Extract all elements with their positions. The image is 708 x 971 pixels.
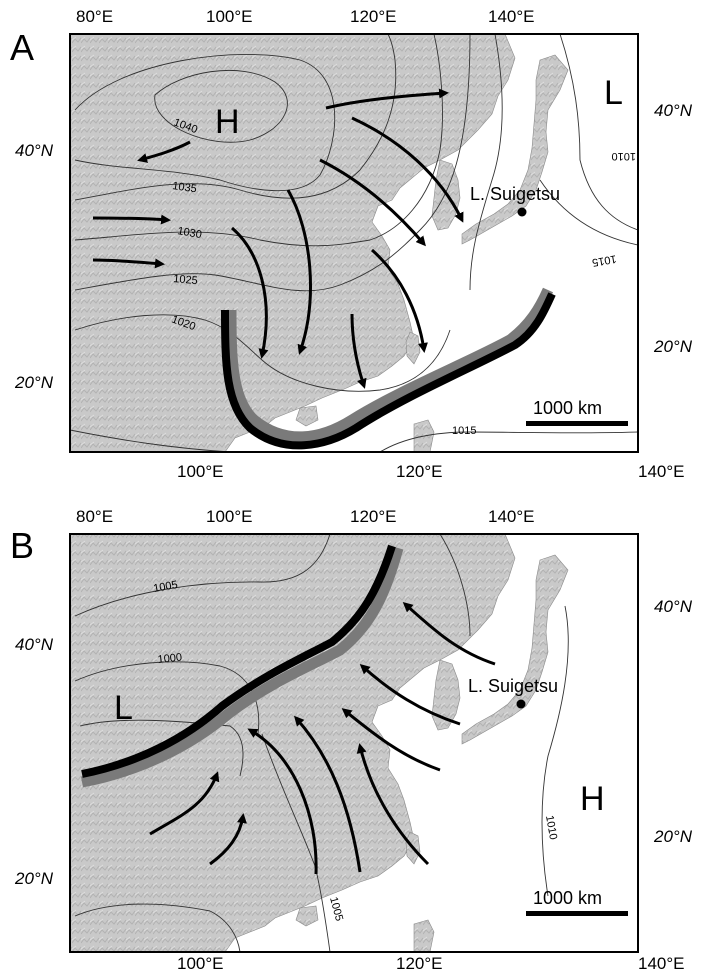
site-label: L. Suigetsu bbox=[468, 676, 558, 696]
front-dark bbox=[81, 544, 396, 778]
wind-arrow bbox=[209, 813, 247, 866]
taiwan bbox=[405, 331, 421, 365]
map-frame bbox=[69, 533, 639, 953]
isobars bbox=[70, 34, 638, 452]
hainan bbox=[295, 905, 319, 927]
bottom-lon-tick: 100°E bbox=[177, 462, 224, 481]
scale-label: 1000 km bbox=[533, 398, 602, 418]
wind-arrow bbox=[286, 189, 312, 355]
isobar-label: 1015 bbox=[591, 252, 617, 268]
top-lon-tick: 140°E bbox=[488, 507, 535, 526]
top-lon-tick: 80°E bbox=[76, 507, 113, 526]
wind-arrow bbox=[294, 715, 362, 873]
top-lon-tick: 120°E bbox=[350, 507, 397, 526]
site-label: L. Suigetsu bbox=[470, 184, 560, 204]
panel-letter: A bbox=[10, 27, 34, 68]
wind-arrows bbox=[92, 88, 464, 389]
site-marker bbox=[517, 207, 527, 217]
front-grey bbox=[225, 287, 554, 443]
right-lat-tick: 40°N bbox=[654, 101, 693, 120]
wind-arrow bbox=[92, 214, 171, 225]
high-pressure-label: H bbox=[580, 780, 605, 818]
scale-bar bbox=[526, 421, 628, 426]
low-pressure-label: L bbox=[604, 74, 623, 112]
panel-a: A 80°E 100°E 120°E 140°E bbox=[0, 0, 708, 485]
wind-arrow bbox=[137, 140, 191, 163]
isobar-label: 1035 bbox=[172, 180, 198, 195]
right-lat-tick: 40°N bbox=[654, 597, 693, 616]
philippines bbox=[413, 919, 435, 952]
wind-arrow bbox=[319, 158, 426, 247]
wind-arrow bbox=[359, 664, 461, 726]
wind-arrow bbox=[231, 226, 269, 359]
asia-landmass bbox=[70, 534, 516, 952]
isobar-label: 1030 bbox=[176, 225, 202, 241]
wind-arrow bbox=[92, 258, 165, 269]
top-lon-tick: 100°E bbox=[206, 7, 253, 26]
wind-arrows bbox=[149, 602, 496, 875]
top-lon-tick: 140°E bbox=[488, 7, 535, 26]
hainan bbox=[295, 405, 319, 427]
wind-arrow bbox=[356, 743, 430, 866]
right-lat-tick: 20°N bbox=[653, 337, 693, 356]
left-lat-tick: 20°N bbox=[14, 373, 54, 392]
isobar-label: 1010 bbox=[612, 150, 636, 162]
left-lat-tick: 40°N bbox=[15, 635, 54, 654]
bottom-lon-tick: 100°E bbox=[177, 954, 224, 971]
panel-b: B 80°E 100°E 120°E 140°E 1005 1000 1010 … bbox=[0, 486, 708, 971]
map-frame bbox=[69, 33, 639, 453]
wind-arrow bbox=[341, 708, 441, 772]
isobar-label: 1010 bbox=[543, 814, 559, 840]
top-lon-tick: 120°E bbox=[350, 7, 397, 26]
low-pressure-label: L bbox=[114, 689, 133, 727]
japan bbox=[461, 54, 569, 245]
site-marker bbox=[516, 699, 526, 709]
japan bbox=[461, 554, 569, 745]
panel-b-map: B 80°E 100°E 120°E 140°E 1005 1000 1010 … bbox=[10, 507, 693, 971]
wind-arrow bbox=[149, 771, 220, 836]
asia-landmass bbox=[70, 34, 516, 452]
bottom-lon-tick: 140°E bbox=[638, 954, 685, 971]
wind-arrow bbox=[325, 88, 449, 110]
top-lon-tick: 100°E bbox=[206, 507, 253, 526]
left-lat-tick: 20°N bbox=[14, 869, 54, 888]
wind-arrow bbox=[402, 602, 496, 666]
wind-arrow bbox=[247, 728, 318, 875]
left-lat-tick: 40°N bbox=[15, 141, 54, 160]
bottom-lon-tick: 120°E bbox=[396, 462, 443, 481]
korea bbox=[431, 659, 461, 731]
isobar-label: 1005 bbox=[152, 579, 178, 595]
right-lat-tick: 20°N bbox=[653, 827, 693, 846]
top-lon-tick: 80°E bbox=[76, 7, 113, 26]
front-dark bbox=[221, 292, 556, 450]
isobar-label: 1025 bbox=[173, 273, 198, 287]
bottom-lon-tick: 140°E bbox=[638, 462, 685, 481]
isobar-label: 1000 bbox=[157, 651, 183, 665]
panel-a-map: A 80°E 100°E 120°E 140°E bbox=[10, 7, 693, 481]
scale-label: 1000 km bbox=[533, 888, 602, 908]
wind-arrow bbox=[350, 313, 367, 389]
front-grey bbox=[80, 546, 404, 788]
scale-bar bbox=[526, 911, 628, 916]
panel-letter: B bbox=[10, 525, 34, 566]
isobars bbox=[74, 534, 569, 952]
isobar-label: 1015 bbox=[452, 425, 476, 437]
high-pressure-label: H bbox=[215, 103, 240, 141]
wind-arrow bbox=[351, 116, 464, 223]
wind-arrow bbox=[371, 248, 428, 353]
bottom-lon-tick: 120°E bbox=[396, 954, 443, 971]
